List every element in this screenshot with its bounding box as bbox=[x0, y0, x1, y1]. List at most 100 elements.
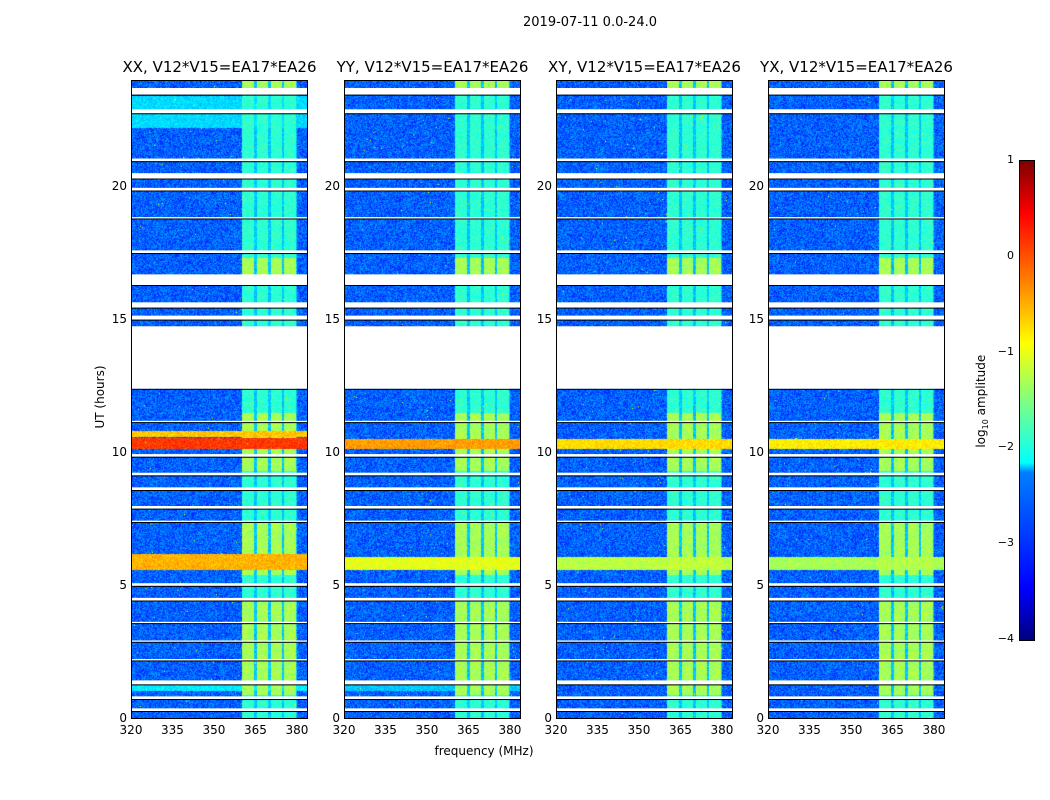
flagged-time-range bbox=[556, 597, 733, 601]
y-tick-label: 15 bbox=[748, 311, 764, 326]
y-axis-label: UT (hours) bbox=[93, 365, 107, 429]
flagged-time-range bbox=[556, 454, 733, 457]
flagged-time-range bbox=[556, 173, 733, 179]
flagged-time-range bbox=[768, 472, 945, 476]
y-tick-label: 20 bbox=[324, 178, 340, 193]
flag-edge bbox=[131, 218, 308, 220]
flag-edge bbox=[556, 521, 733, 523]
flagged-time-range bbox=[556, 520, 733, 523]
flag-edge bbox=[768, 456, 945, 458]
flagged-time-range bbox=[556, 583, 733, 586]
flagged-time-range bbox=[131, 158, 308, 162]
flagged-time-range bbox=[344, 173, 521, 179]
flag-edge bbox=[344, 319, 521, 321]
flagged-time-range bbox=[768, 520, 945, 523]
flagged-time-range bbox=[131, 472, 308, 476]
x-tick-label: 365 bbox=[881, 723, 904, 737]
flagged-time-range bbox=[131, 420, 308, 423]
flag-edge bbox=[768, 490, 945, 492]
flagged-time-range bbox=[131, 680, 308, 685]
x-tick-label: 350 bbox=[415, 723, 439, 737]
flagged-time-range bbox=[131, 520, 308, 523]
flagged-time-range bbox=[344, 217, 521, 219]
flagged-time-range bbox=[344, 597, 521, 601]
x-tick-label: 335 bbox=[586, 723, 609, 737]
colorbar-tick-label: −3 bbox=[997, 536, 1014, 550]
flagged-time-range bbox=[556, 274, 733, 286]
flagged-time-range bbox=[344, 472, 521, 476]
flag-edge bbox=[344, 218, 521, 220]
flag-edge bbox=[131, 684, 308, 686]
panel-title: YX, V12*V15=EA17*EA26 bbox=[760, 58, 953, 76]
flagged-time-range bbox=[344, 326, 521, 389]
flag-edge bbox=[768, 521, 945, 523]
y-tick-label: 5 bbox=[119, 577, 127, 592]
flagged-time-range bbox=[768, 187, 945, 191]
flag-edge bbox=[131, 422, 308, 424]
flagged-time-range bbox=[768, 583, 945, 586]
flagged-time-range bbox=[768, 454, 945, 457]
colorbar-tick-label: 0 bbox=[1007, 248, 1014, 262]
flagged-time-range bbox=[344, 659, 521, 661]
flagged-time-range bbox=[768, 87, 945, 95]
flagged-time-range bbox=[344, 420, 521, 423]
flag-edge bbox=[556, 307, 733, 309]
flagged-time-range bbox=[556, 659, 733, 661]
y-tick-label: 0 bbox=[332, 711, 340, 725]
flag-edge bbox=[131, 285, 308, 287]
flagged-time-range bbox=[344, 250, 521, 254]
flag-edge bbox=[131, 600, 308, 602]
flagged-time-range bbox=[131, 87, 308, 95]
flagged-time-range bbox=[768, 158, 945, 162]
flag-edge bbox=[556, 161, 733, 163]
flag-edge bbox=[131, 699, 308, 701]
y-tick-label: 0 bbox=[544, 711, 552, 725]
y-tick-label: 5 bbox=[544, 577, 552, 592]
panel-2: XY, V12*V15=EA17*EA26 0 5 10 15 20 320 335 350 36… bbox=[537, 58, 741, 737]
x-tick-label: 380 bbox=[498, 723, 522, 737]
flagged-time-range bbox=[556, 506, 733, 509]
flag-edge bbox=[768, 307, 945, 309]
flag-edge bbox=[768, 190, 945, 192]
flagged-time-range bbox=[131, 506, 308, 509]
flag-edge bbox=[344, 585, 521, 587]
flag-edge bbox=[768, 711, 945, 713]
flag-edge bbox=[131, 475, 308, 477]
x-tick-label: 320 bbox=[756, 723, 780, 737]
flag-edge bbox=[344, 113, 521, 115]
flag-edge bbox=[768, 699, 945, 701]
flag-edge bbox=[344, 641, 521, 643]
flagged-time-range bbox=[768, 708, 945, 712]
flagged-time-range bbox=[344, 87, 521, 95]
flagged-time-range bbox=[131, 640, 308, 642]
flagged-time-range bbox=[344, 583, 521, 586]
colorbar bbox=[1019, 160, 1035, 641]
flag-edge bbox=[768, 161, 945, 163]
flag-edge bbox=[768, 94, 945, 96]
flag-edge bbox=[344, 253, 521, 255]
flagged-time-range bbox=[131, 487, 308, 491]
colorbar-tick-label: −1 bbox=[997, 344, 1014, 358]
y-tick-label: 5 bbox=[756, 577, 764, 592]
x-tick-label: 335 bbox=[798, 723, 821, 737]
flagged-time-range bbox=[768, 680, 945, 685]
flagged-time-range bbox=[556, 302, 733, 308]
flagged-time-range bbox=[344, 696, 521, 700]
flag-edge bbox=[344, 623, 521, 625]
flagged-time-range bbox=[131, 597, 308, 601]
flag-edge bbox=[344, 178, 521, 180]
flag-edge bbox=[556, 218, 733, 220]
flagged-time-range bbox=[131, 659, 308, 661]
flag-edge bbox=[344, 490, 521, 492]
flagged-time-range bbox=[131, 187, 308, 191]
flag-edge bbox=[768, 475, 945, 477]
flag-edge bbox=[344, 161, 521, 163]
flagged-time-range bbox=[556, 680, 733, 685]
flag-edge bbox=[344, 456, 521, 458]
flagged-time-range bbox=[344, 487, 521, 491]
flagged-time-range bbox=[131, 454, 308, 457]
flag-edge bbox=[768, 641, 945, 643]
flag-edge bbox=[344, 699, 521, 701]
x-tick-label: 350 bbox=[839, 723, 863, 737]
colorbar-tick-label: −2 bbox=[997, 440, 1014, 454]
